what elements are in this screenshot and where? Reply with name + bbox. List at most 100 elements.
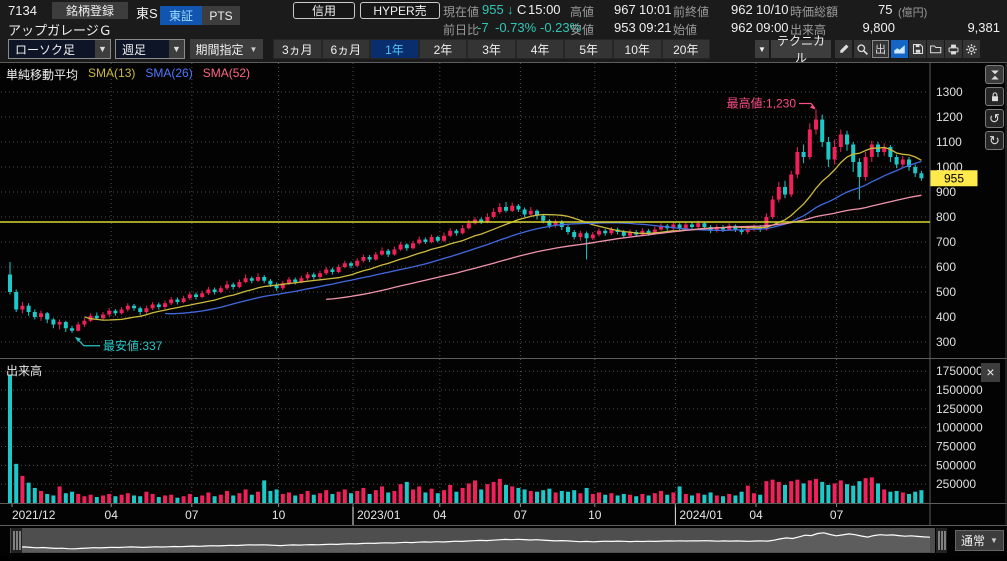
- svg-text:最安値:337: 最安値:337: [103, 338, 163, 353]
- folder-icon: [930, 45, 942, 54]
- change-percent: -0.73%: [495, 20, 537, 35]
- sma-legend-item: SMA(13): [88, 66, 136, 80]
- svg-text:500000: 500000: [936, 458, 976, 472]
- svg-text:07: 07: [830, 508, 844, 522]
- period-tab-6ヵ月[interactable]: 6ヵ月: [322, 40, 370, 58]
- svg-text:2021/12: 2021/12: [12, 508, 56, 522]
- navigator-right-handle[interactable]: [936, 528, 947, 553]
- svg-text:07: 07: [185, 508, 199, 522]
- volume-value-right: 9,381: [967, 20, 1000, 35]
- sma-legend-item: SMA(26): [145, 66, 193, 80]
- high-label: 高値: [570, 5, 595, 19]
- svg-text:955: 955: [944, 171, 964, 185]
- svg-text:04: 04: [433, 508, 447, 522]
- undo-icon: ↺: [989, 110, 1000, 126]
- svg-text:04: 04: [105, 508, 119, 522]
- technical-button[interactable]: テクニカル: [771, 34, 831, 65]
- high-time: 10:01: [639, 2, 672, 17]
- period-spec-dropdown[interactable]: 期間指定 ▼: [190, 39, 263, 59]
- svg-text:最高値:1,230: 最高値:1,230: [727, 96, 797, 111]
- hyper-sell-button[interactable]: HYPER売: [360, 2, 440, 19]
- save-button[interactable]: [909, 40, 926, 58]
- svg-text:1750000: 1750000: [936, 364, 983, 378]
- period-spec-label: 期間指定: [195, 42, 244, 57]
- period-tab-3年[interactable]: 3年: [468, 40, 515, 58]
- auto-fit-button[interactable]: [985, 65, 1004, 84]
- change-value: -7: [477, 20, 489, 35]
- technical-dropdown-arrow[interactable]: ▼: [755, 40, 769, 58]
- candlestick-chart-canvas[interactable]: 1300120011001000900800700600500400300175…: [0, 62, 1007, 556]
- period-tab-3ヵ月[interactable]: 3ヵ月: [274, 40, 321, 58]
- open-button[interactable]: [927, 40, 944, 58]
- period-tab-5年[interactable]: 5年: [565, 40, 612, 58]
- draw-tool-button[interactable]: [835, 40, 852, 58]
- undo-button[interactable]: ↺: [985, 109, 1004, 128]
- annotations-layer: 最高値:1,230 最安値:337: [0, 96, 930, 353]
- chart-type-dropdown[interactable]: ローソク足 ▼: [8, 39, 111, 59]
- pencil-icon: [839, 44, 848, 53]
- svg-text:1200: 1200: [936, 110, 963, 124]
- settings-button[interactable]: [963, 40, 980, 58]
- market-cap-value: 75: [878, 2, 893, 17]
- svg-text:1250000: 1250000: [936, 402, 983, 416]
- print-button[interactable]: [945, 40, 962, 58]
- change-percent2: -0.23%: [540, 20, 582, 35]
- sma-legend-item: SMA(52): [202, 66, 251, 80]
- popout-button[interactable]: 出: [872, 40, 889, 58]
- market-section: 東S: [136, 6, 158, 21]
- volume-label: 出来高: [790, 23, 827, 37]
- chevron-down-icon: ▼: [990, 536, 998, 545]
- prev-close-value: 962: [731, 2, 753, 17]
- period-tab-1年[interactable]: 1年: [371, 40, 418, 58]
- volume-value: 9,800: [862, 20, 895, 35]
- change-label: 前日比: [443, 23, 480, 37]
- register-stock-button[interactable]: 銘柄登録: [52, 2, 128, 19]
- svg-text:300: 300: [936, 335, 956, 349]
- chevron-down-icon: ▼: [249, 44, 258, 54]
- zoom-tool-button[interactable]: [854, 40, 871, 58]
- timeframe-dropdown[interactable]: 週足 ▼: [115, 39, 185, 59]
- margin-trade-button[interactable]: 信用: [293, 2, 355, 19]
- redo-button[interactable]: ↻: [985, 131, 1004, 150]
- svg-text:1100: 1100: [936, 135, 962, 149]
- floppy-disk-icon: [912, 43, 923, 55]
- close-flag: C: [517, 2, 527, 17]
- navigator-left-handle[interactable]: [11, 528, 22, 553]
- svg-text:2023/01: 2023/01: [357, 508, 401, 522]
- grid-layer: [1, 63, 929, 503]
- chart-mode-button[interactable]: [891, 40, 908, 58]
- magnifier-icon: [857, 43, 868, 55]
- tab-pts[interactable]: PTS: [202, 6, 240, 25]
- period-tabs: 3ヵ月 6ヵ月 1年 2年 3年 4年 5年 10年 20年: [273, 39, 710, 59]
- navigator-strip[interactable]: [10, 528, 947, 553]
- navigator-mode-value: 通常: [961, 534, 986, 548]
- low-time: 09:21: [639, 20, 672, 35]
- stock-name: アップガレージＧ: [8, 23, 112, 38]
- current-price: 955: [482, 2, 504, 17]
- svg-text:400: 400: [936, 310, 956, 324]
- tab-tosho[interactable]: 東証: [160, 6, 202, 25]
- svg-text:750000: 750000: [936, 440, 976, 454]
- lock-scale-button[interactable]: [985, 87, 1004, 106]
- period-tab-2年[interactable]: 2年: [419, 40, 467, 58]
- period-tab-4年[interactable]: 4年: [516, 40, 564, 58]
- svg-text:250000: 250000: [936, 477, 976, 491]
- stock-code: 7134: [8, 3, 37, 18]
- current-price-label: 現在値: [443, 5, 480, 19]
- navigator-mode-dropdown[interactable]: 通常 ▼: [955, 530, 1004, 551]
- volume-pane-close-button[interactable]: ×: [981, 363, 1000, 382]
- svg-text:1300: 1300: [936, 85, 963, 99]
- period-tab-10年[interactable]: 10年: [613, 40, 661, 58]
- market-cap-unit: (億円): [898, 7, 928, 19]
- period-tab-20年[interactable]: 20年: [662, 40, 710, 58]
- svg-text:1000000: 1000000: [936, 421, 983, 435]
- volume-bars-layer: [8, 374, 924, 503]
- quote-header: 7134 銘柄登録 東S 東証 PTS 信用 HYPER売 現在値 955 ↓ …: [0, 0, 1007, 65]
- low-label: 安値: [570, 23, 595, 37]
- open-value: 962: [731, 20, 753, 35]
- sma-lines-layer: [84, 146, 922, 321]
- axis-layer: 1300120011001000900800700600500400300175…: [0, 62, 1007, 526]
- chart-area[interactable]: 1300 1200 1100 1000 900 800 700 600 500 400 300 175…: [0, 62, 1007, 556]
- svg-text:700: 700: [936, 235, 956, 249]
- high-value: 967: [614, 2, 636, 17]
